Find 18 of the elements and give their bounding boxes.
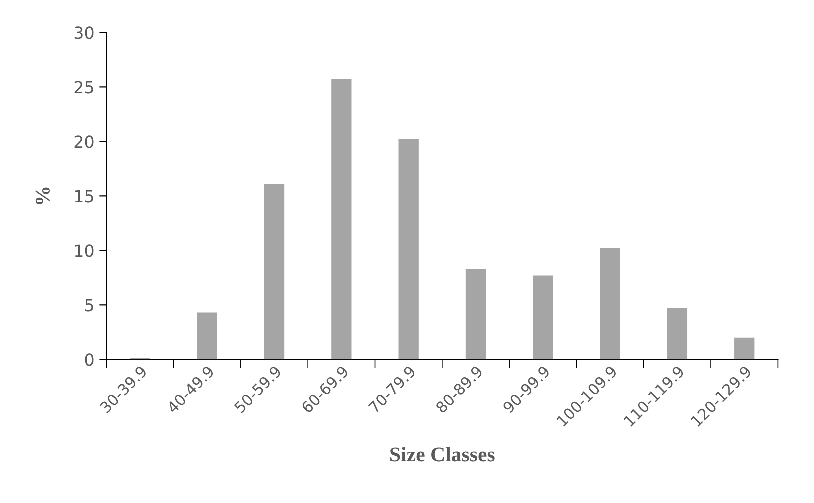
y-tick-label: 30 [74,26,94,40]
bar [197,312,218,360]
y-tick-label: 0 [85,354,94,366]
bar [533,276,554,360]
y-tick-label: 25 [74,81,94,94]
y-tick-label: 5 [86,299,94,312]
y-axis-title: % [36,188,50,204]
y-tick-label: 15 [75,190,94,203]
y-tick-label: 20 [74,136,94,148]
y-tick-label: 10 [75,244,94,258]
bar [667,308,688,360]
bar [734,338,755,360]
bar [466,269,486,360]
bar [332,80,352,360]
bar [398,140,419,360]
bar [264,184,285,360]
x-axis-title: Size Classes [390,447,495,462]
bar [600,248,620,360]
